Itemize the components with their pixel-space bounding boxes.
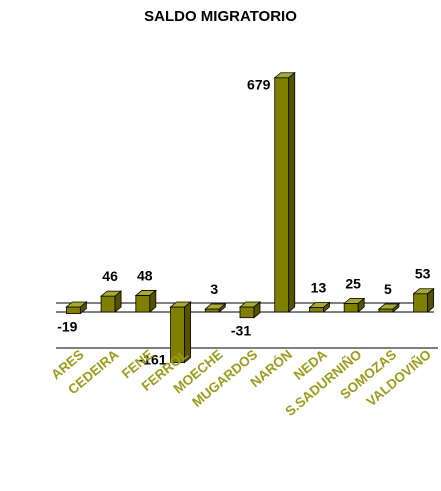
data-label: 679 [247, 77, 271, 93]
category-labels-layer: ARESCEDEIRAFENEFERROLMOECHEMUGARDOSNARÓN… [48, 347, 434, 419]
bar-valdoviño [412, 287, 435, 313]
data-labels-layer: -19 46 48 -161 3 -31 679 13 25 5 53 [57, 77, 430, 368]
bar-front [135, 295, 151, 313]
bar-fene [134, 289, 157, 313]
bar-s.sadurniño [343, 297, 366, 313]
bar-moeche [204, 303, 227, 313]
data-label: 5 [384, 281, 392, 297]
data-label: -31 [231, 323, 251, 339]
bar-cedeira [99, 290, 123, 313]
bar-side [253, 301, 261, 319]
bar-front [100, 295, 116, 313]
data-label: 25 [345, 275, 361, 291]
bar-front [309, 307, 324, 313]
bar-side [79, 301, 87, 315]
bar-front [343, 302, 359, 313]
data-label: -19 [57, 319, 77, 335]
bar-side [184, 301, 191, 364]
bar-side [114, 290, 122, 313]
bar-side [149, 289, 157, 313]
chart-title: SALDO MIGRATORIO [144, 8, 297, 25]
data-label: 46 [102, 268, 118, 284]
bar-side [218, 303, 226, 313]
bar-side [288, 71, 296, 313]
bar-front [65, 306, 81, 314]
bar-front [239, 306, 255, 319]
bar-narón [273, 71, 296, 313]
bar-ferrol [169, 301, 192, 364]
bars-layer [65, 71, 435, 364]
bar-side [357, 297, 365, 313]
data-label: -161 [139, 352, 167, 368]
bar-front [413, 293, 429, 313]
bar-side [392, 303, 400, 313]
bar-ares [65, 301, 88, 315]
data-label: 3 [210, 281, 218, 297]
bar-side [323, 301, 330, 313]
bar-front [274, 77, 290, 313]
bar-mugardos [238, 301, 262, 319]
data-label: 48 [137, 267, 153, 283]
bar-neda [308, 301, 331, 313]
bar-side [427, 287, 435, 313]
data-label: 53 [415, 266, 431, 282]
bar-front [378, 308, 394, 313]
bar-front [204, 308, 220, 313]
bar-somozas [377, 303, 401, 313]
data-label: 13 [311, 280, 327, 296]
